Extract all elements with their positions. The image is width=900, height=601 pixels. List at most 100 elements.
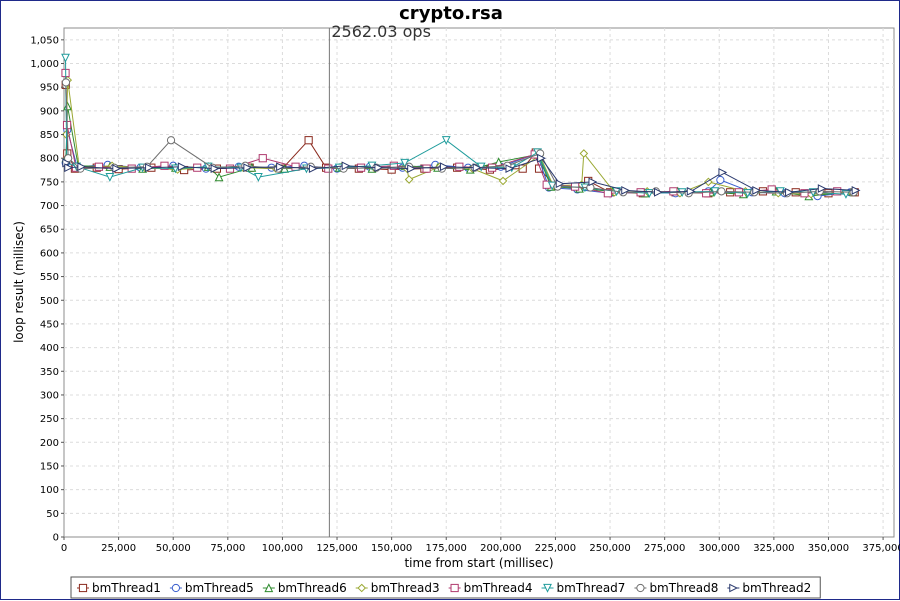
data-point xyxy=(145,163,154,173)
data-point xyxy=(743,189,753,198)
y-tick-label: 950 xyxy=(40,83,59,94)
data-point xyxy=(308,164,318,174)
y-tick-label: 700 xyxy=(40,201,59,212)
y-tick-label: 850 xyxy=(40,130,59,141)
data-point xyxy=(276,162,285,172)
legend-swatch-marker xyxy=(357,583,367,593)
y-tick-label: 0 xyxy=(53,533,59,544)
data-point xyxy=(177,162,187,172)
legend-label: bmThread5 xyxy=(185,581,254,595)
data-point xyxy=(258,154,267,163)
y-axis-label: loop result (millisec) xyxy=(12,221,26,343)
data-point xyxy=(210,164,220,174)
data-point xyxy=(518,164,527,173)
y-tick-label: 750 xyxy=(40,177,59,188)
y-tick-label: 150 xyxy=(40,461,59,472)
y-tick-label: 300 xyxy=(40,390,59,401)
data-point xyxy=(253,173,263,182)
legend-label: bmThread4 xyxy=(464,581,533,595)
y-tick-label: 200 xyxy=(40,438,59,449)
x-tick-label: 250,000 xyxy=(589,543,630,554)
data-point xyxy=(441,136,451,145)
grid xyxy=(64,28,894,537)
axes: 0 50 100 150 200 250 300 350 400 450 500 550 600 650 7… xyxy=(30,35,900,554)
legend-label: bmThread7 xyxy=(557,581,626,595)
y-tick-label: 50 xyxy=(46,509,59,520)
data-point xyxy=(800,189,809,198)
x-tick-label: 275,000 xyxy=(644,543,685,554)
data-point xyxy=(579,149,589,158)
legend-item: bmThread3 xyxy=(355,581,440,595)
x-tick-label: 0 xyxy=(61,543,67,554)
x-tick-label: 175,000 xyxy=(426,543,467,554)
data-point xyxy=(422,164,431,173)
x-tick-label: 300,000 xyxy=(699,543,740,554)
series-bmThread2 xyxy=(62,153,861,197)
data-point xyxy=(324,164,333,173)
legend: bmThread1 bmThread5 bmThread6 bmThread3 bmTh… xyxy=(70,576,821,599)
data-point xyxy=(61,78,71,87)
data-point xyxy=(851,185,861,195)
legend-item: bmThread4 xyxy=(448,581,533,595)
legend-box xyxy=(70,576,821,599)
y-tick-label: 350 xyxy=(40,367,59,378)
data-point xyxy=(505,164,515,174)
y-tick-label: 250 xyxy=(40,414,59,425)
data-point xyxy=(621,185,631,195)
legend-item: bmThread2 xyxy=(727,581,811,595)
data-point xyxy=(407,164,417,174)
y-tick-label: 450 xyxy=(40,319,59,330)
x-tick-label: 200,000 xyxy=(480,543,521,554)
legend-item: bmThread8 xyxy=(634,581,718,595)
data-point xyxy=(785,187,794,197)
data-point xyxy=(160,161,169,170)
legend-swatch-marker xyxy=(78,583,88,593)
data-point xyxy=(686,186,696,196)
data-point xyxy=(61,53,70,63)
data-point xyxy=(717,187,726,196)
data-point xyxy=(400,158,410,168)
data-point xyxy=(498,176,508,186)
x-tick-label: 375,000 xyxy=(862,543,900,554)
legend-item: bmThread7 xyxy=(541,581,626,595)
data-point xyxy=(537,153,546,163)
data-point xyxy=(404,175,414,184)
data-point xyxy=(243,163,253,173)
x-axis-label: time from start (millisec) xyxy=(404,556,553,570)
y-tick-label: 550 xyxy=(40,272,59,283)
legend-label: bmThread3 xyxy=(371,581,440,595)
x-tick-label: 100,000 xyxy=(262,543,303,554)
plot-area xyxy=(63,27,895,538)
legend-item: bmThread5 xyxy=(169,581,254,595)
legend-swatch-marker xyxy=(171,583,181,593)
x-tick-label: 225,000 xyxy=(535,543,576,554)
data-point xyxy=(166,136,176,145)
legend-label: bmThread1 xyxy=(92,581,161,595)
x-tick-label: 150,000 xyxy=(371,543,412,554)
y-tick-label: 900 xyxy=(40,106,59,117)
legend-swatch-marker xyxy=(636,583,645,593)
legend-item: bmThread1 xyxy=(77,581,161,595)
legend-swatch-marker xyxy=(450,583,459,593)
data-point xyxy=(341,161,351,171)
legend-swatch-marker xyxy=(729,583,739,593)
data-point xyxy=(214,172,224,182)
data-point xyxy=(555,179,565,189)
data-point xyxy=(718,168,728,177)
data-point xyxy=(105,173,115,182)
data-point xyxy=(291,162,300,171)
x-tick-label: 50,000 xyxy=(156,543,191,554)
data-point xyxy=(64,163,74,173)
x-tick-label: 325,000 xyxy=(753,543,794,554)
x-tick-label: 75,000 xyxy=(210,543,245,554)
y-tick-label: 1,000 xyxy=(30,59,59,70)
data-point xyxy=(304,136,313,145)
x-tick-label: 125,000 xyxy=(316,543,357,554)
data-point xyxy=(77,162,87,172)
series-layer xyxy=(61,53,861,201)
data-point xyxy=(702,189,711,198)
data-point xyxy=(439,162,449,172)
y-tick-label: 500 xyxy=(40,296,59,307)
y-tick-label: 650 xyxy=(40,225,59,236)
